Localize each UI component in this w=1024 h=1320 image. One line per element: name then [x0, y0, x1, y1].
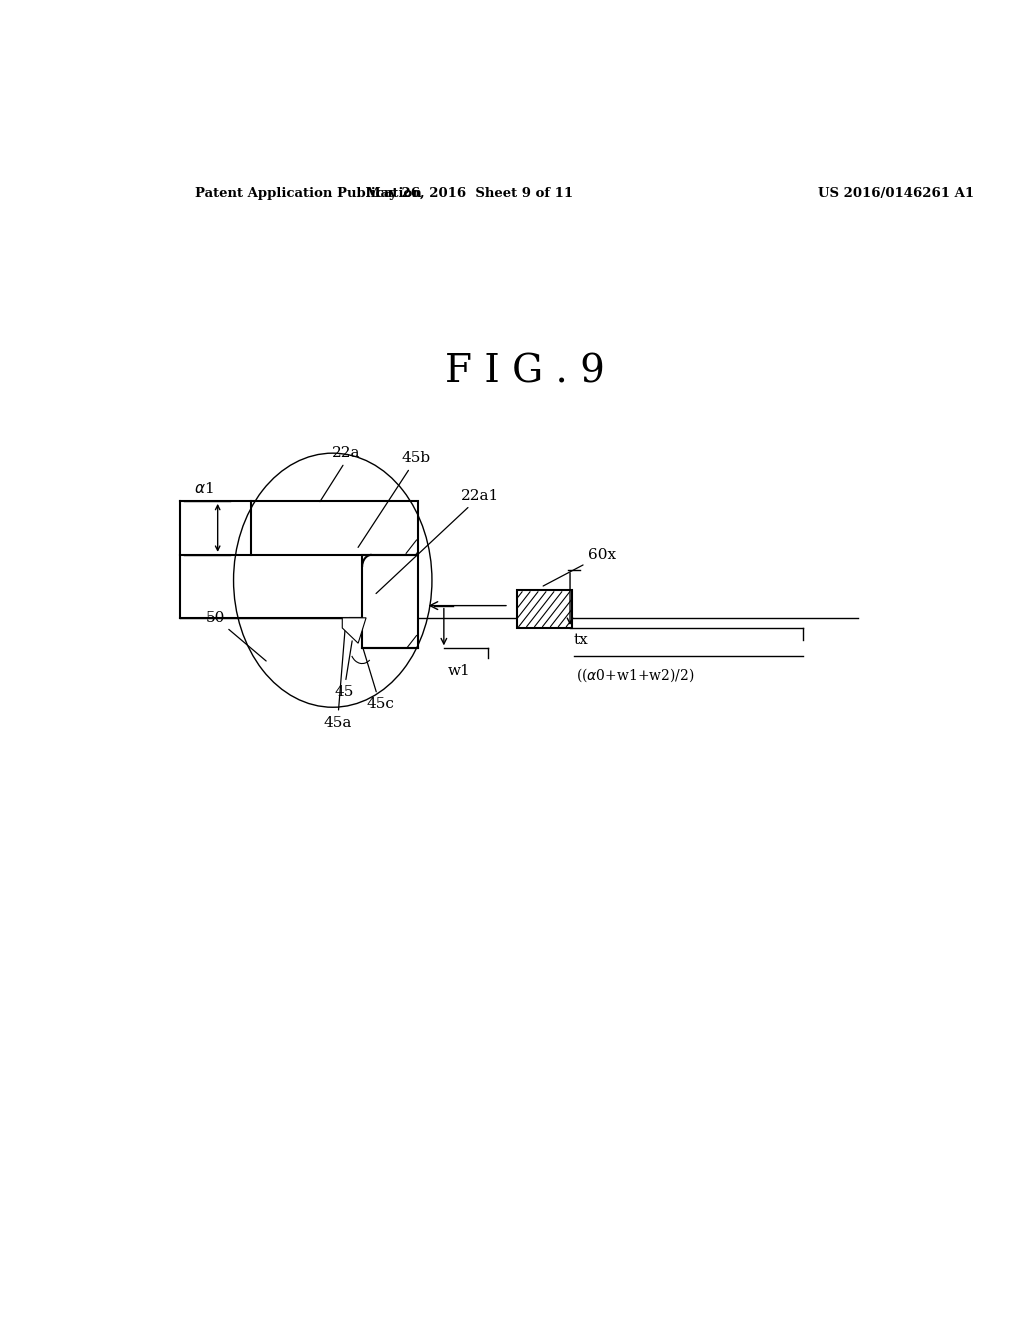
Text: 22a: 22a: [319, 446, 360, 502]
Bar: [517, 590, 572, 628]
Text: 45c: 45c: [362, 648, 394, 711]
Text: 60x: 60x: [543, 548, 616, 586]
Text: F I G . 9: F I G . 9: [444, 354, 605, 391]
Polygon shape: [342, 618, 367, 643]
Text: May 26, 2016  Sheet 9 of 11: May 26, 2016 Sheet 9 of 11: [366, 187, 572, 201]
Text: Patent Application Publication: Patent Application Publication: [196, 187, 422, 201]
Text: tx: tx: [574, 634, 589, 647]
Text: (($\alpha$0+w1+w2)/2): (($\alpha$0+w1+w2)/2): [577, 667, 695, 684]
Text: 45b: 45b: [358, 451, 431, 548]
Text: US 2016/0146261 A1: US 2016/0146261 A1: [818, 187, 975, 201]
Text: 50: 50: [206, 611, 266, 661]
Text: 45: 45: [334, 642, 353, 700]
Text: 45a: 45a: [324, 618, 351, 730]
Text: w1: w1: [447, 664, 471, 677]
Bar: [517, 590, 572, 628]
Text: $\alpha$1: $\alpha$1: [195, 480, 214, 496]
Text: 22a1: 22a1: [376, 488, 500, 594]
Bar: [362, 554, 418, 648]
Bar: [251, 500, 418, 554]
Bar: [362, 554, 418, 648]
Bar: [251, 500, 418, 554]
